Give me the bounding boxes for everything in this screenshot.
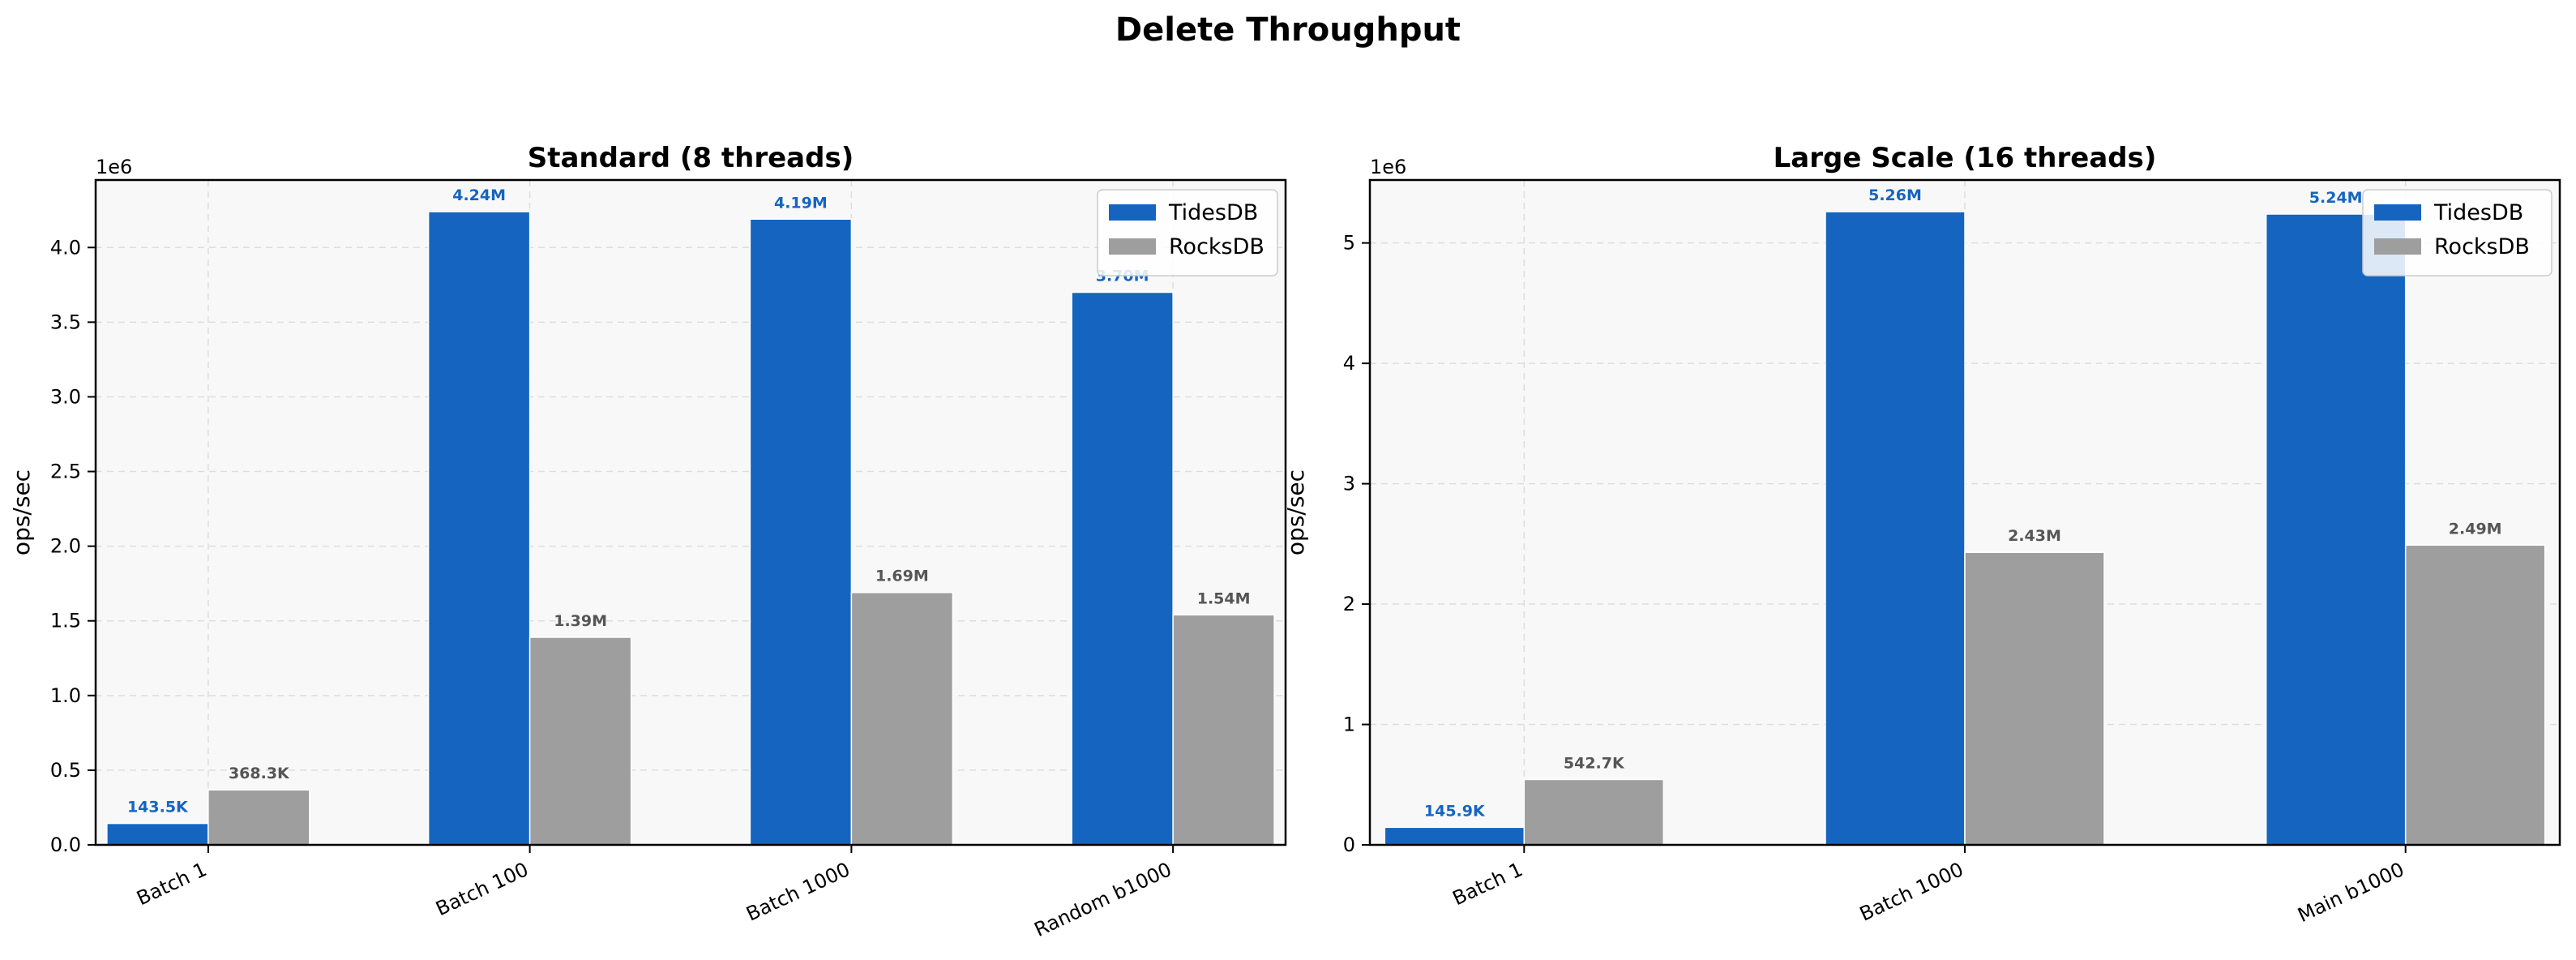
x-tick-label-main-b1000: Main b1000 <box>2294 858 2407 927</box>
data-label-rocksdb-batch-100: 1.39M <box>554 612 607 630</box>
figure-title: Delete Throughput <box>1115 11 1461 49</box>
legend: TidesDB RocksDB <box>2362 189 2552 276</box>
bar-rocksdb-batch-1 <box>1523 778 1665 846</box>
bar-tidesdb-batch-1 <box>1384 826 1525 846</box>
y-tick-label: 0 <box>1343 834 1355 856</box>
y-tick-label: 3.5 <box>50 311 81 333</box>
chart-standard-8-threads: 143.5K4.24M4.19M3.70M368.3K1.39M1.69M1.5… <box>8 142 1287 941</box>
bar-tidesdb-batch-1000 <box>1825 211 1966 846</box>
y-offset-text: 1e6 <box>1370 156 1406 178</box>
bar-rocksdb-batch-1000 <box>850 591 954 846</box>
bar-rocksdb-batch-1000 <box>1964 551 2105 846</box>
y-tick-label: 2.0 <box>50 535 81 558</box>
data-label-tidesdb-main-b1000: 5.24M <box>2309 189 2363 207</box>
y-axis-label: ops/sec <box>8 469 35 555</box>
bar-tidesdb-batch-100 <box>427 211 531 846</box>
y-axis-label: ops/sec <box>1282 469 1309 555</box>
chart-title: Standard (8 threads) <box>528 142 854 174</box>
data-label-tidesdb-batch-1: 143.5K <box>127 799 189 816</box>
data-label-rocksdb-batch-1000: 2.43M <box>2008 527 2061 545</box>
y-tick-label: 2 <box>1343 593 1355 615</box>
data-label-rocksdb-batch-1: 542.7K <box>1564 754 1625 772</box>
y-tick-label: 3 <box>1343 473 1355 495</box>
data-label-rocksdb-main-b1000: 2.49M <box>2449 520 2502 538</box>
data-label-rocksdb-batch-1000: 1.69M <box>875 568 929 585</box>
y-tick-label: 4.0 <box>50 236 81 259</box>
bar-rocksdb-batch-1 <box>208 789 310 846</box>
legend-swatch-rocksdb <box>2374 238 2421 255</box>
axes-frame <box>94 178 1287 846</box>
y-offset-text: 1e6 <box>96 156 132 178</box>
legend-swatch-tidesdb <box>2374 204 2421 221</box>
legend: TidesDB RocksDB <box>1097 189 1278 276</box>
legend-label-rocksdb: RocksDB <box>1169 234 1264 259</box>
y-tick-label: 2.5 <box>50 461 81 483</box>
x-tick-label-batch-100: Batch 100 <box>432 858 532 920</box>
y-tick-label: 1.5 <box>50 610 81 632</box>
legend-label-tidesdb: TidesDB <box>2433 200 2523 225</box>
x-tick-label-batch-1: Batch 1 <box>1449 858 1526 910</box>
bar-tidesdb-random-b1000 <box>1071 291 1174 846</box>
y-tick-label: 5 <box>1343 232 1355 255</box>
data-label-rocksdb-random-b1000: 1.54M <box>1197 589 1251 607</box>
data-label-tidesdb-batch-1: 145.9K <box>1424 802 1486 820</box>
legend-swatch-tidesdb <box>1109 204 1156 221</box>
chart-title: Large Scale (16 threads) <box>1774 142 2157 174</box>
bar-tidesdb-batch-1 <box>106 822 209 846</box>
y-tick-label: 1 <box>1343 714 1355 736</box>
y-tick-label: 0.0 <box>50 834 81 856</box>
chart-large-scale-16-threads: 145.9K 5.26M 5.24M 542.7K 2.43M 2.49M 0 1 2 3 4 5 Ba… <box>1282 142 2561 927</box>
bar-tidesdb-main-b1000 <box>2265 213 2407 846</box>
y-tick-label: 3.0 <box>50 385 81 408</box>
data-label-tidesdb-batch-100: 4.24M <box>452 186 506 204</box>
legend-label-rocksdb: RocksDB <box>2434 234 2530 259</box>
y-tick-label: 4 <box>1343 352 1355 375</box>
legend-label-tidesdb: TidesDB <box>1168 200 1258 225</box>
x-tick-label-batch-1: Batch 1 <box>133 858 210 910</box>
bar-rocksdb-main-b1000 <box>2404 544 2546 846</box>
data-label-rocksdb-batch-1: 368.3K <box>229 765 290 782</box>
x-tick-label-batch-1000: Batch 1000 <box>742 858 854 926</box>
bar-rocksdb-random-b1000 <box>1172 614 1275 846</box>
bar-rocksdb-batch-100 <box>528 636 632 846</box>
x-tick-label-random-b1000: Random b1000 <box>1031 858 1175 941</box>
data-label-tidesdb-batch-1000: 5.26M <box>1868 186 1922 204</box>
legend-swatch-rocksdb <box>1109 238 1156 255</box>
bar-tidesdb-batch-1000 <box>749 218 853 846</box>
y-tick-label: 0.5 <box>50 759 81 782</box>
data-label-tidesdb-batch-1000: 4.19M <box>774 194 828 212</box>
x-tick-label-batch-1000: Batch 1000 <box>1856 858 1967 926</box>
y-tick-label: 1.0 <box>50 684 81 707</box>
